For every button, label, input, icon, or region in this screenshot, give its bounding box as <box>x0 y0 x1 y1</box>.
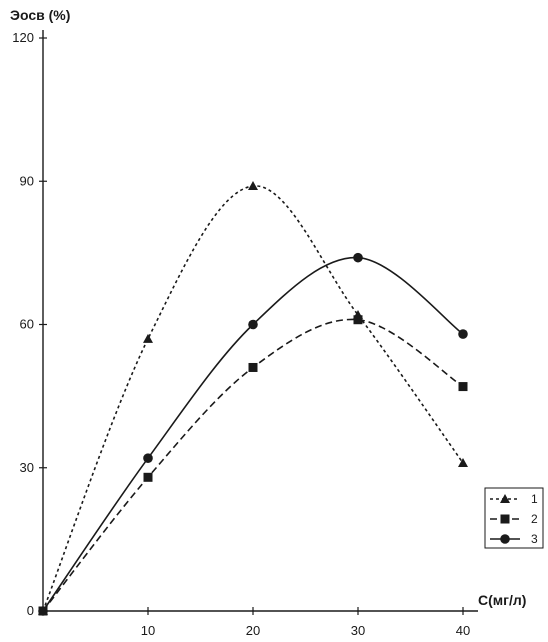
y-tick-label: 90 <box>20 173 34 188</box>
y-tick-label: 30 <box>20 460 34 475</box>
series-lines <box>42 185 464 612</box>
series-3-point <box>248 319 258 330</box>
series-2-point <box>248 362 258 372</box>
series-1-point <box>458 457 468 467</box>
y-tick-label: 120 <box>12 30 34 45</box>
x-tick-label: 40 <box>456 623 470 638</box>
y-axis-title: Эосв (%) <box>10 7 70 23</box>
series-3-point <box>143 453 153 464</box>
legend-box <box>484 487 544 549</box>
series-3-point <box>353 252 363 263</box>
x-tick-label: 10 <box>141 623 155 638</box>
legend: 1 2 3 <box>484 487 544 549</box>
series-3-point <box>38 606 48 616</box>
x-axis-title: С(мг/л) <box>478 592 526 608</box>
series-2-point <box>458 382 468 392</box>
series-2-point <box>143 472 153 482</box>
x-tick-label: 20 <box>246 623 260 638</box>
series-1-point <box>248 181 258 191</box>
axis-ticks: 0 30 60 90 120 10 20 30 40 <box>12 30 470 638</box>
y-tick-label: 60 <box>20 317 34 332</box>
legend-3-marker <box>500 534 510 544</box>
series-2-line <box>42 318 464 612</box>
series-2-point <box>353 315 363 325</box>
legend-1-marker <box>500 494 510 503</box>
y-tick-label: 0 <box>27 603 34 618</box>
series-1-line <box>42 185 464 612</box>
series-3-point <box>458 329 468 339</box>
legend-3-label: 3 <box>531 532 538 546</box>
chart-axes: Эосв (%) С(мг/л) <box>10 7 526 612</box>
legend-2-marker <box>500 514 510 524</box>
x-tick-label: 30 <box>351 623 365 638</box>
legend-1-label: 1 <box>531 492 538 506</box>
legend-2-label: 2 <box>531 512 538 526</box>
series-markers <box>38 181 468 616</box>
series-1-point <box>143 333 153 343</box>
series-3-line <box>42 256 464 612</box>
